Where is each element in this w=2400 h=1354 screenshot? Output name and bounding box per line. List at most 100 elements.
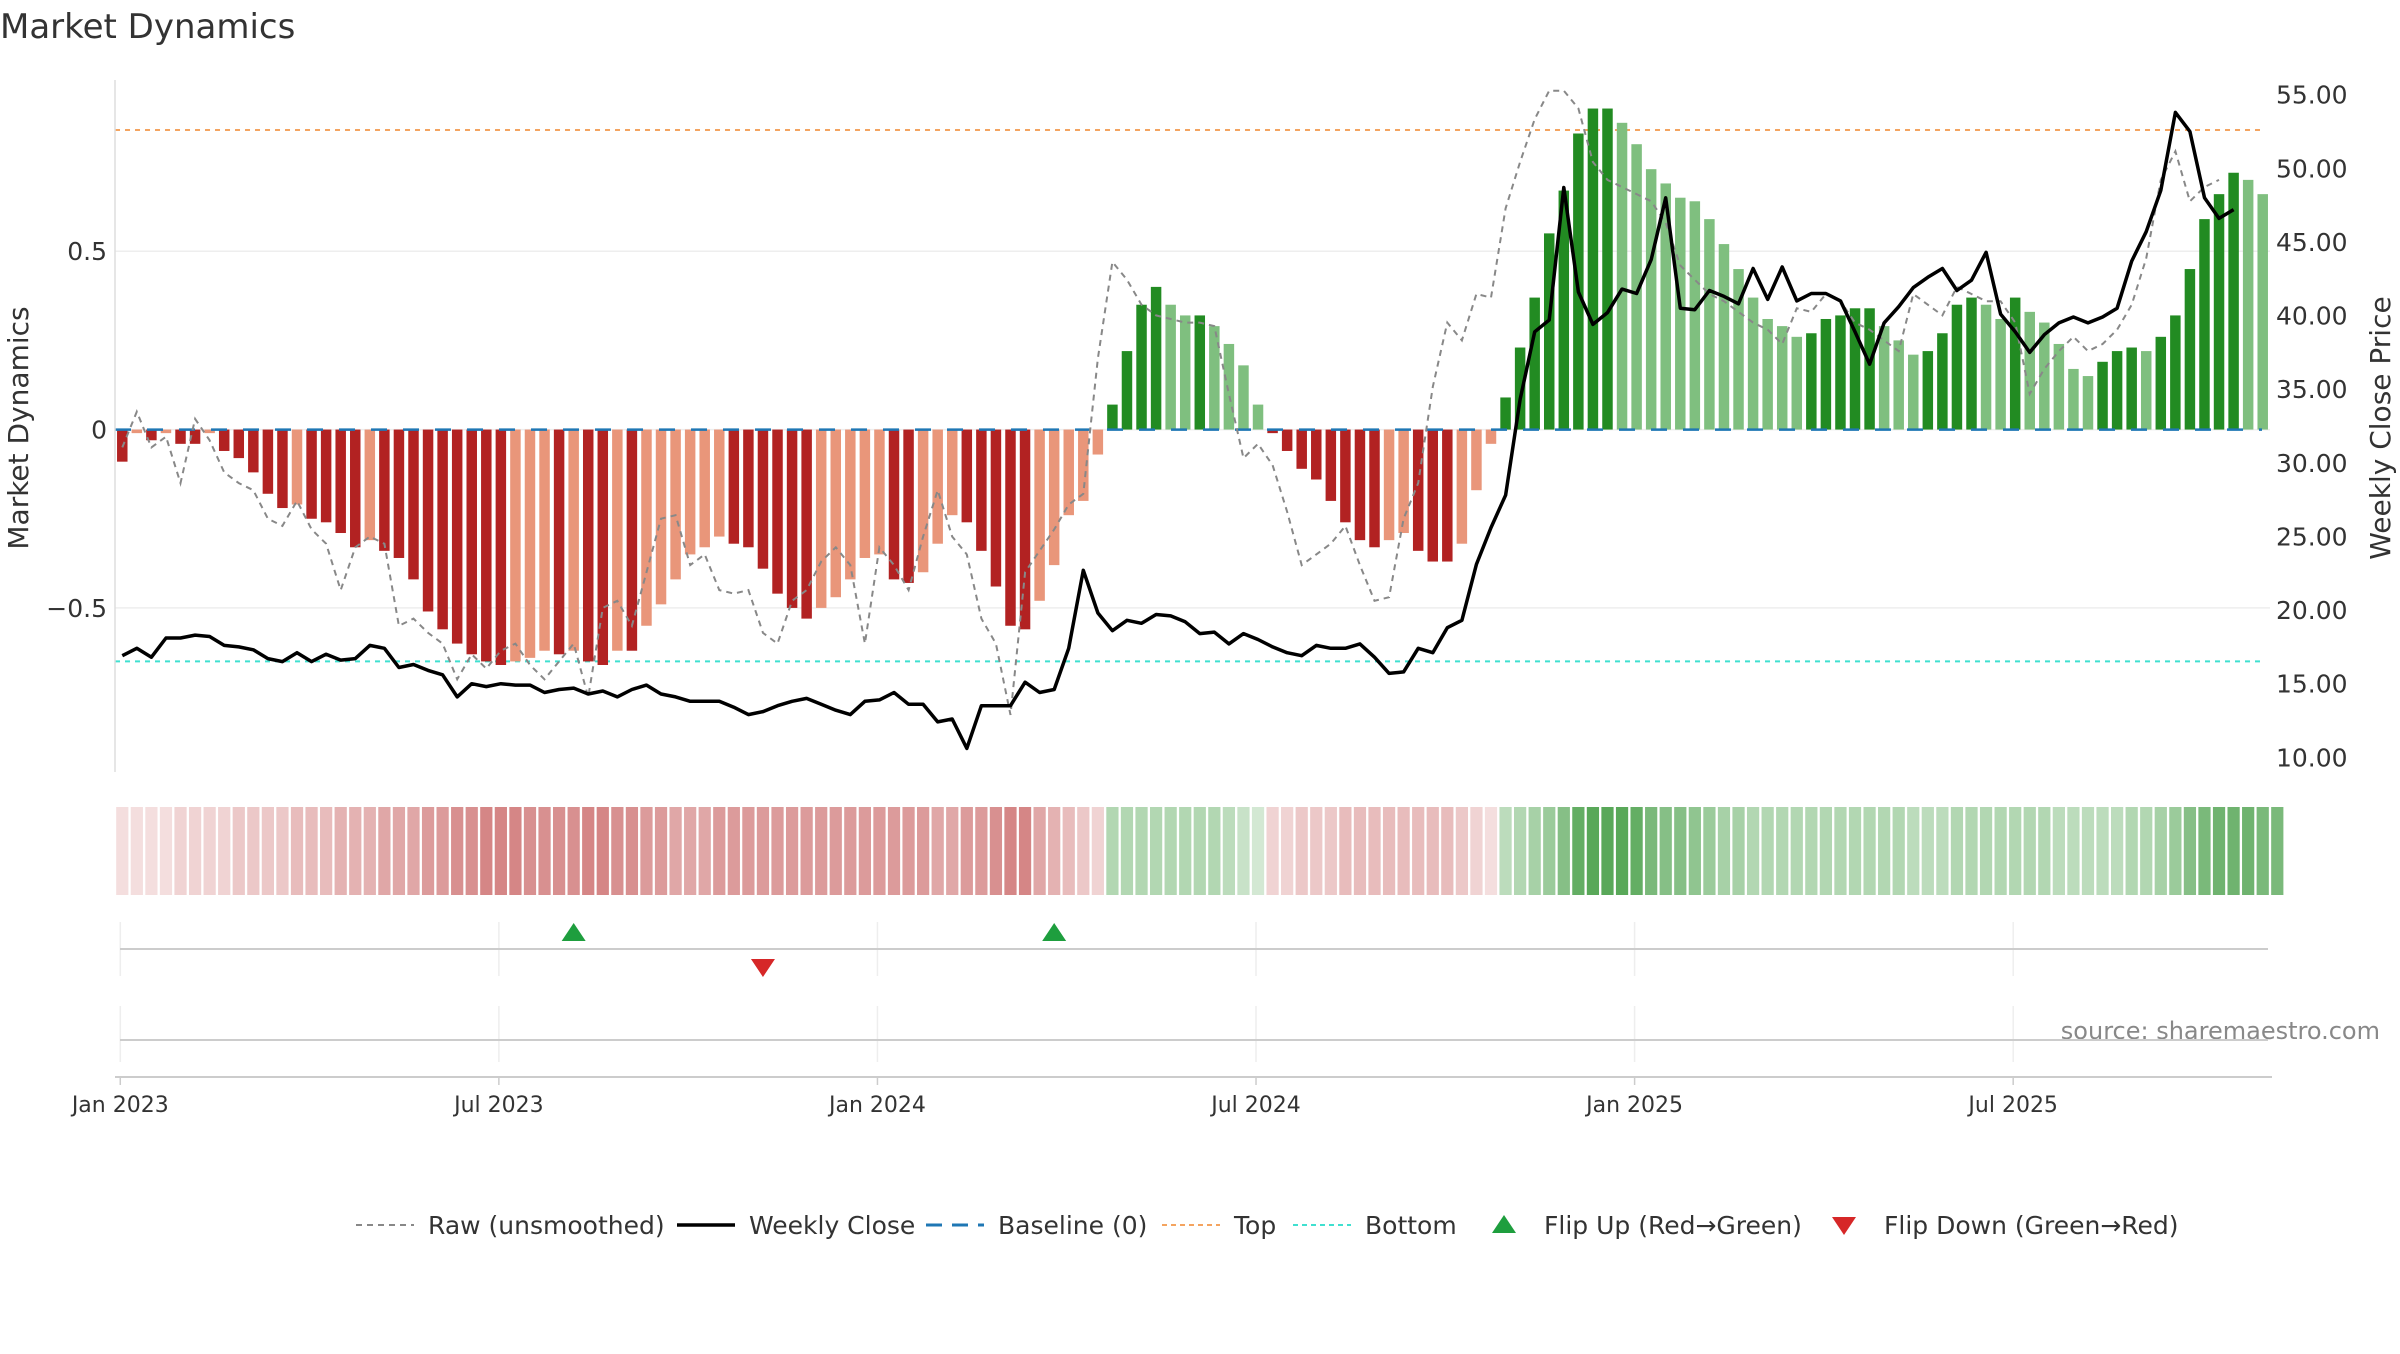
bar-2: [146, 429, 157, 441]
bar-46: [786, 429, 798, 608]
strip-cell-34: [611, 807, 624, 895]
strip-cell-83: [1324, 807, 1337, 895]
bar-81: [1296, 429, 1307, 469]
bar-78: [1252, 404, 1264, 430]
y2-tick-label-8: 15.00: [2276, 670, 2348, 699]
strip-cell-147: [2256, 807, 2269, 895]
strip-cell-29: [538, 807, 551, 895]
legend-item-top: Top: [1162, 1211, 1276, 1240]
legend-item-raw: Raw (unsmoothed): [356, 1211, 665, 1240]
strip-cell-27: [509, 807, 522, 895]
strip-cell-136: [2096, 807, 2109, 895]
legend-label-close: Weekly Close: [749, 1211, 915, 1240]
strip-cell-23: [451, 807, 464, 895]
bar-131: [2024, 311, 2035, 430]
strip-cell-120: [1863, 807, 1876, 895]
flip-down-marker-0: [750, 959, 775, 977]
legend-label-top: Top: [1233, 1211, 1276, 1240]
bar-147: [2257, 194, 2268, 430]
bar-136: [2097, 361, 2108, 430]
strip-cell-2: [145, 807, 158, 895]
strip-cell-3: [159, 807, 173, 895]
bar-123: [1908, 354, 1919, 430]
bar-9: [248, 429, 259, 473]
bar-24: [466, 429, 477, 655]
strip-cell-92: [1455, 807, 1468, 895]
bar-32: [582, 429, 594, 662]
chart-title: Market Dynamics: [0, 7, 295, 47]
bar-29: [539, 429, 550, 651]
strip-cell-116: [1805, 807, 1818, 895]
strip-cell-104: [1630, 807, 1643, 895]
strip-cell-110: [1717, 807, 1731, 895]
bar-7: [218, 429, 230, 451]
strip-cell-134: [2067, 807, 2080, 895]
bar-92: [1456, 429, 1468, 544]
bar-135: [2082, 376, 2094, 430]
bar-35: [626, 429, 638, 651]
strip-cell-10: [261, 807, 275, 895]
bar-45: [772, 429, 783, 594]
bar-42: [728, 429, 740, 544]
strip-cell-93: [1470, 807, 1483, 895]
bar-124: [1922, 351, 1934, 430]
strip-cell-54: [902, 807, 915, 895]
bar-137: [2111, 351, 2123, 430]
strip-cell-19: [392, 807, 406, 895]
bar-95: [1500, 397, 1511, 430]
bar-67: [1092, 429, 1104, 455]
strip-cell-9: [247, 807, 260, 895]
bar-36: [641, 429, 652, 626]
bar-110: [1718, 244, 1730, 430]
strip-cell-73: [1179, 807, 1192, 895]
bar-96: [1514, 347, 1526, 430]
strip-cell-70: [1135, 807, 1148, 895]
strip-cell-130: [2009, 807, 2022, 895]
bar-108: [1689, 201, 1701, 430]
strip-cell-69: [1120, 807, 1134, 895]
bar-14: [320, 429, 332, 523]
strip-cell-128: [1979, 807, 1993, 895]
bar-44: [757, 429, 769, 569]
strip-cell-24: [465, 807, 478, 895]
strip-cell-42: [727, 807, 740, 895]
legend-label-flip_down: Flip Down (Green→Red): [1884, 1211, 2179, 1240]
strip-cell-61: [1004, 807, 1017, 895]
bar-58: [961, 429, 973, 523]
strip-cell-127: [1965, 807, 1978, 895]
strip-cell-98: [1543, 807, 1556, 895]
strip-cell-64: [1048, 807, 1061, 895]
bar-56: [932, 429, 943, 544]
y2-tick-label-0: 55.00: [2276, 81, 2348, 110]
strip-cell-77: [1237, 807, 1250, 895]
strip-cell-41: [713, 807, 726, 895]
y2-tick-label-3: 40.00: [2276, 302, 2348, 331]
strip-cell-95: [1499, 807, 1512, 895]
strip-cell-74: [1193, 807, 1206, 895]
strip-cell-51: [858, 807, 871, 895]
bar-115: [1791, 336, 1803, 430]
sentiment-strip: [116, 807, 2284, 895]
legend-item-flip_down: Flip Down (Green→Red): [1832, 1211, 2179, 1240]
bar-47: [801, 429, 812, 619]
strip-cell-66: [1077, 807, 1090, 895]
bar-11: [277, 429, 288, 509]
bar-71: [1150, 286, 1162, 430]
strip-cell-47: [800, 807, 813, 895]
bar-63: [1034, 429, 1045, 601]
bar-17: [364, 429, 376, 541]
bar-82: [1311, 429, 1322, 480]
bar-57: [947, 429, 958, 516]
strip-cell-138: [2125, 807, 2138, 895]
strip-cell-84: [1339, 807, 1352, 895]
bar-125: [1937, 333, 1948, 430]
strip-cell-87: [1382, 807, 1396, 895]
bar-83: [1325, 429, 1337, 501]
strip-cell-36: [640, 807, 653, 895]
strip-cell-90: [1426, 807, 1439, 895]
bar-43: [743, 429, 754, 548]
y2-tick-label-6: 25.00: [2276, 522, 2348, 551]
strip-cell-86: [1368, 807, 1381, 895]
bar-142: [2184, 269, 2196, 430]
bar-39: [684, 429, 696, 555]
